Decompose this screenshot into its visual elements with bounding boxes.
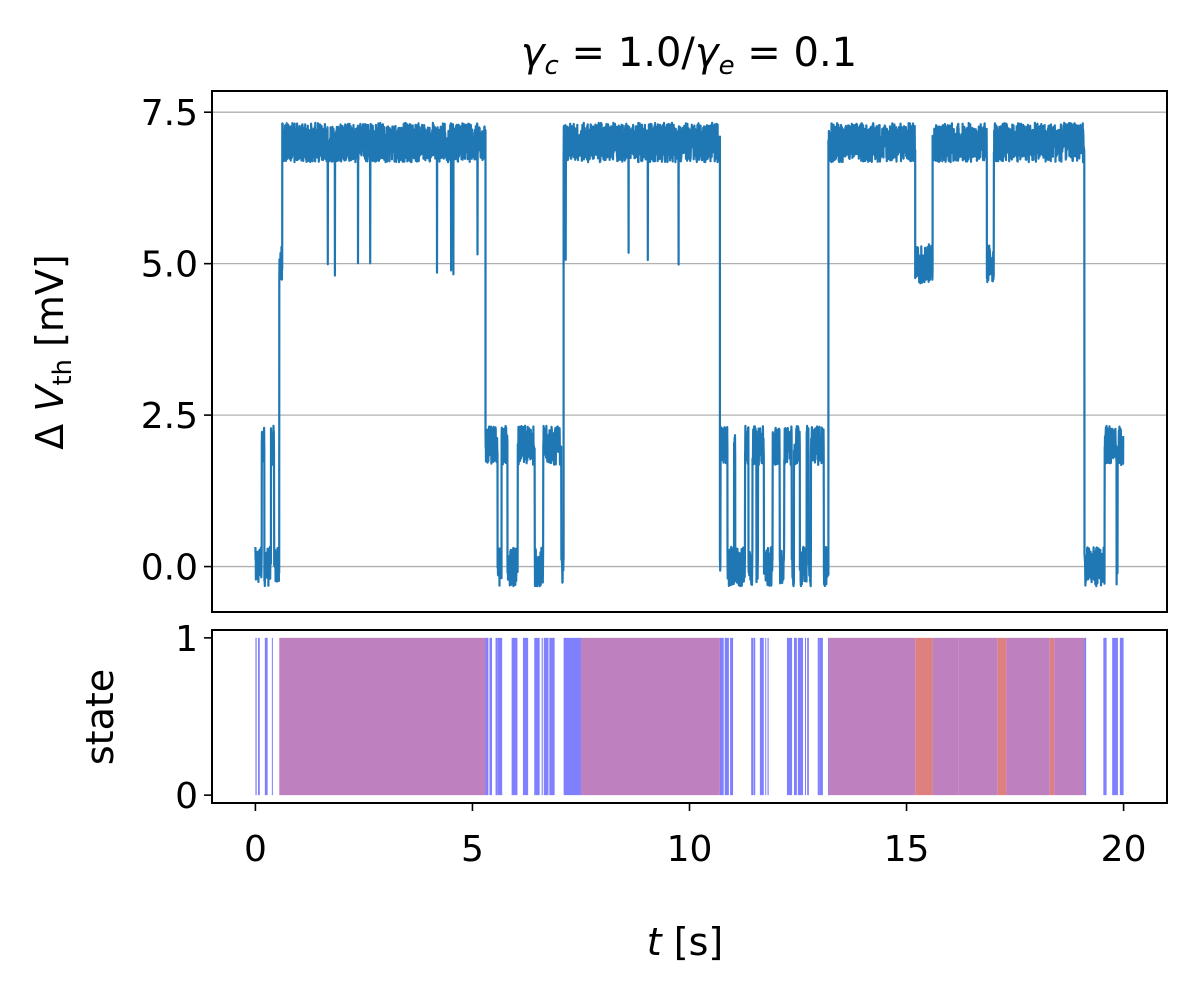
state-band-blue	[751, 637, 754, 796]
state-band-red	[997, 637, 1007, 796]
top-y-tick-label: 0.0	[141, 548, 198, 589]
top-axes-frame	[211, 90, 1168, 613]
state-band-blue	[797, 637, 804, 796]
bottom-x-ticks: 0 5 10 15 20	[244, 803, 1147, 870]
state-band-blue	[549, 637, 555, 796]
state-band-red	[1049, 637, 1055, 796]
top-trace	[254, 121, 1125, 588]
state-band-blue	[255, 637, 257, 796]
title-gamma-e-symbol: γ	[695, 30, 721, 76]
state-band-blue	[489, 637, 492, 796]
bottom-y-tick-label: 1	[175, 619, 198, 660]
state-band-blue	[1103, 637, 1107, 796]
top-y-tick-label: 5.0	[141, 245, 198, 286]
state-band-blue	[1084, 637, 1087, 796]
x-tick-label: 0	[244, 829, 267, 870]
x-tick-label: 20	[1101, 829, 1147, 870]
state-band-blue	[534, 637, 540, 796]
state-band-blue	[497, 637, 503, 796]
state-band-blue	[495, 637, 498, 796]
state-band-blue	[1112, 637, 1118, 796]
bottom-panel: 01 0 5 10 15 20 state t [s]	[78, 619, 1168, 964]
top-gridlines	[212, 111, 1167, 568]
state-band-purple	[828, 637, 916, 796]
title-gamma-c-symbol: γ	[521, 30, 547, 76]
title-gamma-c-value: = 1.0/	[559, 30, 696, 76]
state-band-blue	[264, 637, 268, 796]
ylabel-var: V	[28, 383, 72, 412]
x-tick-label: 15	[884, 829, 930, 870]
xlabel-var: t	[647, 920, 664, 964]
chart-title: γc = 1.0/γe = 0.1	[521, 30, 857, 81]
state-band-blue	[767, 637, 769, 796]
bottom-y-ticks: 01	[175, 619, 212, 817]
title-gamma-e-value: = 0.1	[735, 30, 858, 76]
state-band-blue	[786, 637, 793, 796]
state-band-blue	[819, 637, 823, 796]
state-band-blue	[257, 637, 260, 796]
state-band-blue	[543, 637, 549, 796]
state-band-blue	[522, 637, 529, 796]
state-band-blue	[753, 637, 756, 796]
state-band-blue	[730, 637, 734, 796]
top-y-ticks: 0.0 2.5 5.0 7.5	[141, 93, 212, 589]
x-tick-label: 10	[667, 829, 713, 870]
state-band-purple	[1006, 637, 1050, 796]
state-bands	[255, 637, 1124, 796]
state-band-blue	[804, 637, 807, 796]
x-tick-label: 5	[461, 829, 484, 870]
state-band-blue	[541, 637, 543, 796]
state-band-blue	[511, 637, 518, 796]
state-band-blue	[719, 637, 724, 796]
bottom-y-tick-label: 0	[175, 776, 198, 817]
state-band-blue	[563, 637, 581, 796]
ylabel-prefix: Δ	[28, 412, 72, 450]
state-band-purple	[958, 637, 998, 796]
state-band-blue	[765, 637, 767, 796]
top-y-tick-label: 2.5	[141, 396, 198, 437]
state-band-blue	[817, 637, 820, 796]
x-axis-label: t [s]	[647, 920, 723, 964]
state-band-purple	[1054, 637, 1085, 796]
ylabel-sub: th	[48, 359, 78, 386]
state-band-blue	[759, 637, 764, 796]
state-band-purple	[580, 637, 720, 796]
state-band-purple	[279, 637, 486, 796]
xlabel-unit: [s]	[662, 920, 724, 964]
state-band-blue	[807, 637, 809, 796]
state-band-blue	[724, 637, 729, 796]
title-gamma-e-sub: e	[719, 51, 735, 81]
title-gamma-c-sub: c	[545, 51, 559, 81]
state-band-blue	[794, 637, 797, 796]
top-y-tick-label: 7.5	[141, 93, 198, 134]
voltage-trace-line	[254, 121, 1125, 588]
ylabel-unit: [mV]	[28, 254, 72, 359]
top-panel: 0.0 2.5 5.0 7.5 Δ Vth [mV]	[28, 90, 1168, 613]
state-band-red	[915, 637, 933, 796]
state-band-blue	[271, 637, 273, 796]
top-y-axis-label: Δ Vth [mV]	[28, 254, 78, 450]
state-band-blue	[485, 637, 489, 796]
state-band-blue	[1119, 637, 1124, 796]
bottom-y-axis-label: state	[78, 669, 122, 765]
state-band-purple	[932, 637, 959, 796]
